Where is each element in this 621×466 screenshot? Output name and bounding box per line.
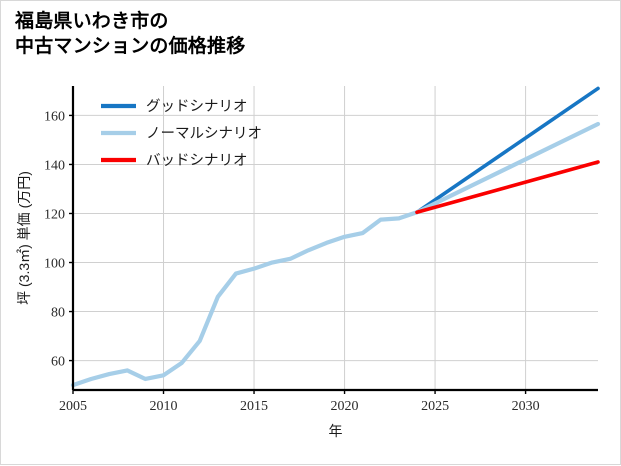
y-tick-label: 160 — [44, 109, 65, 124]
x-tick-label: 2025 — [421, 399, 449, 414]
axis-spines — [71, 86, 598, 392]
chart-title-line-1: 福島県いわき市の — [15, 11, 169, 32]
x-axis-title: 年 — [329, 423, 343, 439]
legend-label-2: バッドシナリオ — [146, 153, 248, 169]
series-line-normal_history — [70, 210, 420, 388]
series-line-good — [415, 86, 600, 215]
legend-label-0: グッドシナリオ — [146, 98, 248, 115]
chart-title-line-2: 中古マンションの価格推移 — [15, 36, 246, 58]
series-line-normal — [414, 121, 601, 215]
chart-title: 福島県いわき市の 中古マンションの価格推移 — [15, 9, 245, 59]
y-tick-label: 100 — [44, 257, 65, 272]
y-axis-title: 坪 (3.3㎡) 単価 (万円) — [16, 171, 32, 305]
x-tick-label: 2005 — [59, 399, 87, 414]
series-line-bad — [415, 160, 600, 215]
x-tick-label: 2015 — [240, 399, 268, 414]
data-series-group — [70, 86, 601, 388]
y-tick-label: 80 — [51, 306, 65, 321]
x-tick-label: 2030 — [512, 399, 540, 414]
x-axis-ticks: 2005 2010 2015 2020 2025 2030 — [59, 390, 540, 414]
y-tick-label: 120 — [44, 207, 65, 222]
y-tick-label: 140 — [44, 158, 65, 173]
y-axis-ticks: 60 80 100 120 140 160 — [44, 109, 73, 370]
x-tick-label: 2020 — [331, 399, 359, 414]
x-tick-label: 2010 — [150, 399, 178, 414]
y-tick-label: 60 — [51, 355, 65, 370]
legend-label-1: ノーマルシナリオ — [146, 126, 262, 142]
